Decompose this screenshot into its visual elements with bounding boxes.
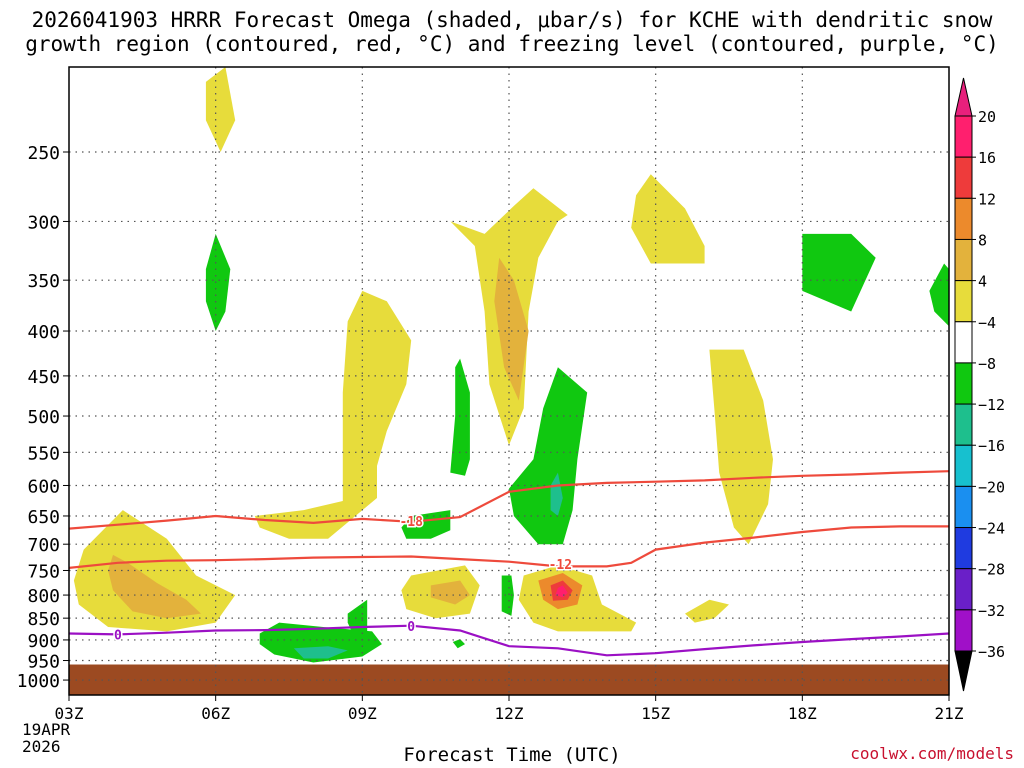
x-tick-label-18Z: 18Z <box>788 704 817 723</box>
colorbar-band-6 <box>954 362 973 405</box>
colorbar-label-11: −28 <box>978 561 1005 579</box>
credit-link[interactable]: coolwx.com/models <box>850 744 1014 763</box>
y-tick-label-300: 300 <box>27 212 60 233</box>
omega-region-0 <box>205 67 236 152</box>
omega-region-16 <box>802 233 876 312</box>
colorbar-band-4 <box>954 280 973 323</box>
colorbar-label-1: 16 <box>978 149 996 167</box>
colorbar-top-cap <box>954 77 973 117</box>
contour-line-2 <box>69 624 949 657</box>
y-tick-label-700: 700 <box>27 535 60 556</box>
colorbar-label-12: −32 <box>978 602 1005 620</box>
contour-line-0 <box>69 470 949 530</box>
y-tick-label-400: 400 <box>27 322 60 343</box>
omega-region-3 <box>254 290 412 539</box>
y-tick-label-550: 550 <box>27 443 60 464</box>
colorbar-label-2: 12 <box>978 190 996 208</box>
y-tick-label-950: 950 <box>27 652 60 673</box>
x-tick-label-21Z: 21Z <box>935 704 964 723</box>
y-tick-label-850: 850 <box>27 609 60 630</box>
colorbar-label-9: −20 <box>978 478 1005 496</box>
y-tick-label-350: 350 <box>27 271 60 292</box>
x-tick-label-15Z: 15Z <box>641 704 670 723</box>
colorbar-label-7: −12 <box>978 396 1005 414</box>
contour-label-2: 0 <box>114 628 122 643</box>
plot-area: -18 -12 0 0 <box>69 67 949 695</box>
omega-region-13 <box>555 585 568 598</box>
colorbar-band-1 <box>954 156 973 199</box>
y-tick-label-800: 800 <box>27 586 60 607</box>
y-tick-label-250: 250 <box>27 143 60 164</box>
chart-title-line2: growth region (contoured, red, °C) and f… <box>25 32 999 56</box>
omega-region-2 <box>108 554 201 619</box>
contour-line-1 <box>69 525 949 569</box>
omega-region-21 <box>401 510 451 539</box>
omega-region-17 <box>929 263 949 327</box>
omega-region-19 <box>509 367 588 545</box>
contour-label-0: -18 <box>399 515 423 530</box>
contour-label-1: -12 <box>549 558 572 573</box>
omega-region-23 <box>347 599 368 634</box>
x-tick-label-06Z: 06Z <box>201 704 230 723</box>
colorbar-band-7 <box>954 403 973 446</box>
omega-region-18 <box>450 358 470 476</box>
colorbar-label-13: −36 <box>978 643 1005 661</box>
colorbar-band-5 <box>954 321 973 364</box>
colorbar-bottom-cap <box>954 650 973 692</box>
y-tick-label-450: 450 <box>27 367 60 388</box>
colorbar-band-0 <box>954 115 973 158</box>
colorbar-label-6: −8 <box>978 355 996 373</box>
omega-region-26 <box>452 639 465 649</box>
chart-title-line1: 2026041903 HRRR Forecast Omega (shaded, … <box>31 8 993 32</box>
x-axis-date-month: 19APR <box>22 720 71 739</box>
colorbar-label-5: −4 <box>978 314 996 332</box>
omega-region-7 <box>709 349 773 545</box>
omega-region-14 <box>685 599 729 623</box>
colorbar-label-3: 8 <box>978 231 987 249</box>
y-tick-label-1000: 1000 <box>17 671 60 692</box>
colorbar-label-10: −24 <box>978 520 1005 538</box>
colorbar-band-10 <box>954 527 973 570</box>
contour-label-3: 0 <box>407 620 415 635</box>
y-tick-label-900: 900 <box>27 631 60 652</box>
y-tick-label-500: 500 <box>27 407 60 428</box>
colorbar-label-8: −16 <box>978 437 1005 455</box>
y-tick-label-600: 600 <box>27 476 60 497</box>
colorbar-band-12 <box>954 609 973 652</box>
x-axis-date-year: 2026 <box>22 737 61 756</box>
colorbar-label-0: 20 <box>978 108 996 126</box>
colorbar-band-2 <box>954 197 973 240</box>
omega-region-5 <box>494 257 529 401</box>
surface-ground <box>69 664 949 695</box>
colorbar-band-9 <box>954 485 973 529</box>
colorbar-label-4: 4 <box>978 273 987 291</box>
omega-region-6 <box>631 174 705 264</box>
x-tick-label-12Z: 12Z <box>495 704 524 723</box>
x-tick-label-09Z: 09Z <box>348 704 377 723</box>
colorbar-band-8 <box>954 444 973 487</box>
omega-region-25 <box>293 646 348 659</box>
y-tick-label-750: 750 <box>27 561 60 582</box>
x-axis-label: Forecast Time (UTC) <box>403 744 621 766</box>
omega-region-22 <box>501 575 514 616</box>
omega-region-24 <box>259 622 382 663</box>
colorbar-band-3 <box>954 238 973 282</box>
y-tick-label-650: 650 <box>27 507 60 528</box>
omega-region-15 <box>205 233 231 331</box>
omega-region-20 <box>550 472 563 516</box>
omega-region-9 <box>430 580 470 605</box>
colorbar-band-11 <box>954 568 973 611</box>
x-tick-label-03Z: 03Z <box>55 704 84 723</box>
